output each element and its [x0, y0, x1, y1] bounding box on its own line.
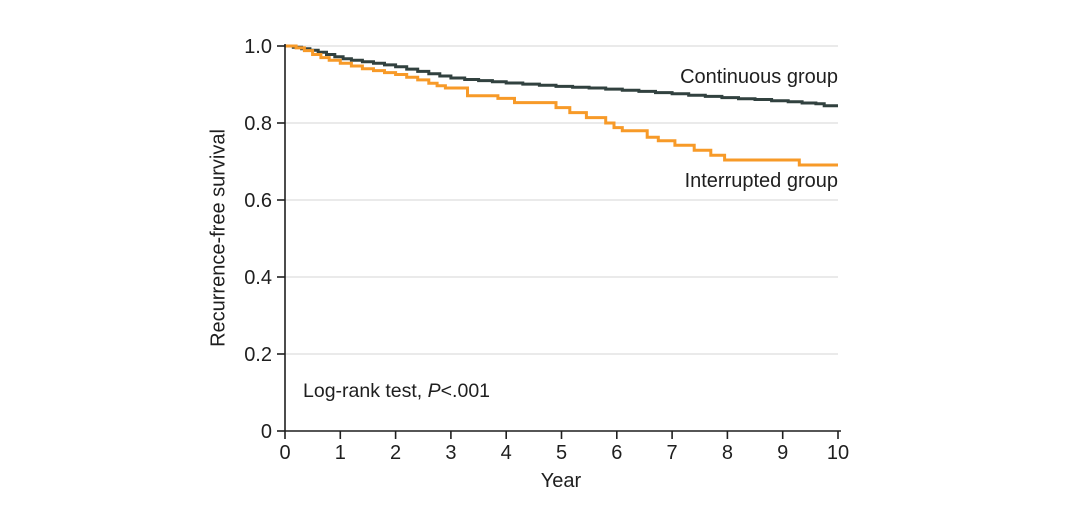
- x-tick-label: 3: [445, 442, 456, 464]
- x-tick-label: 1: [335, 442, 346, 464]
- annotation-suffix: <.001: [440, 380, 491, 402]
- x-tick-label: 4: [501, 442, 512, 464]
- y-tick-label: 0.6: [244, 190, 272, 212]
- log-rank-annotation: Log-rank test, P<.001: [303, 380, 490, 403]
- series-label-interrupted: Interrupted group: [684, 170, 838, 192]
- y-tick-label: 0: [261, 421, 272, 443]
- x-axis-title: Year: [540, 470, 582, 492]
- x-tick-label: 2: [390, 442, 401, 464]
- y-axis-title: Recurrence-free survival: [207, 129, 230, 347]
- x-tick-label: 0: [279, 442, 290, 464]
- x-tick-label: 8: [722, 442, 733, 464]
- x-tick-label: 9: [777, 442, 788, 464]
- series-label-continuous: Continuous group: [680, 66, 838, 88]
- y-tick-label: 0.4: [244, 267, 272, 289]
- y-tick-label: 1.0: [244, 36, 272, 58]
- x-tick-label: 6: [611, 442, 622, 464]
- y-tick-label: 0.2: [244, 344, 272, 366]
- interrupted-curve: [285, 44, 838, 167]
- y-tick-label: 0.8: [244, 113, 272, 135]
- x-tick-label: 5: [556, 442, 567, 464]
- annotation-prefix: Log-rank test,: [303, 380, 428, 402]
- x-tick-label: 7: [667, 442, 678, 464]
- continuous-curve: [285, 44, 838, 108]
- x-tick-label: 10: [827, 442, 849, 464]
- annotation-p-symbol: P: [427, 380, 441, 402]
